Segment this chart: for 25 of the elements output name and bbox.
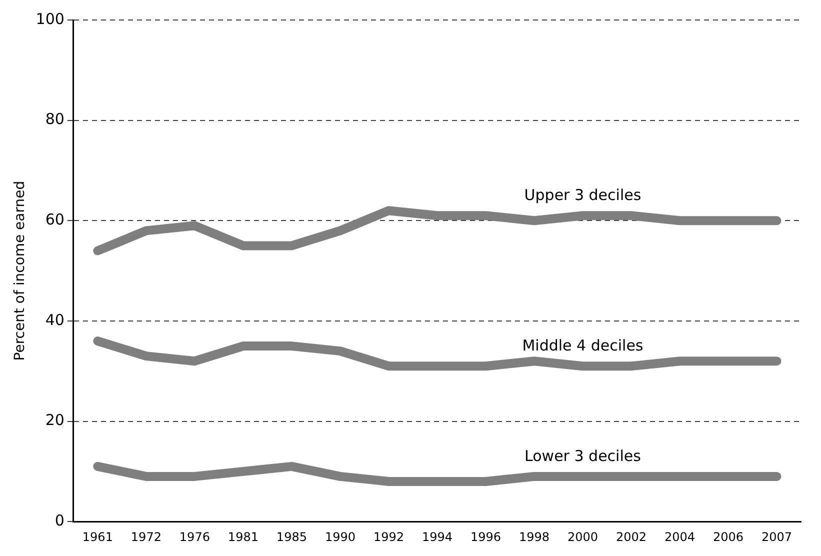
y-axis-title: Percent of income earned xyxy=(12,180,28,361)
x-tick-label: 1994 xyxy=(422,530,452,544)
x-tick-label: 1961 xyxy=(82,530,113,544)
x-tick-label: 2007 xyxy=(761,530,792,544)
y-tick-label: 0 xyxy=(54,511,64,530)
x-tick-label: 1976 xyxy=(179,530,210,544)
y-tick-label: 100 xyxy=(36,10,64,28)
series-label: Lower 3 deciles xyxy=(524,446,642,465)
x-tick-label: 1981 xyxy=(228,530,258,544)
x-tick-label: 1972 xyxy=(130,530,162,544)
x-tick-label: 2004 xyxy=(664,530,696,544)
y-tick-label: 40 xyxy=(45,310,64,329)
y-tick-label: 60 xyxy=(45,210,64,229)
x-tick-label: 2002 xyxy=(616,530,647,544)
x-tick-label: 1990 xyxy=(324,530,356,544)
x-tick-label: 1998 xyxy=(518,530,550,544)
series-label: Upper 3 deciles xyxy=(524,186,642,204)
x-tick-label: 1985 xyxy=(276,530,307,544)
x-tick-label: 1992 xyxy=(373,530,404,544)
x-tick-label: 2006 xyxy=(712,530,744,544)
x-tick-label: 2000 xyxy=(567,530,598,544)
y-tick-label: 20 xyxy=(45,411,64,430)
x-tick-label: 1996 xyxy=(470,530,501,544)
series-label: Middle 4 deciles xyxy=(522,336,644,354)
y-tick-label: 80 xyxy=(45,110,64,128)
